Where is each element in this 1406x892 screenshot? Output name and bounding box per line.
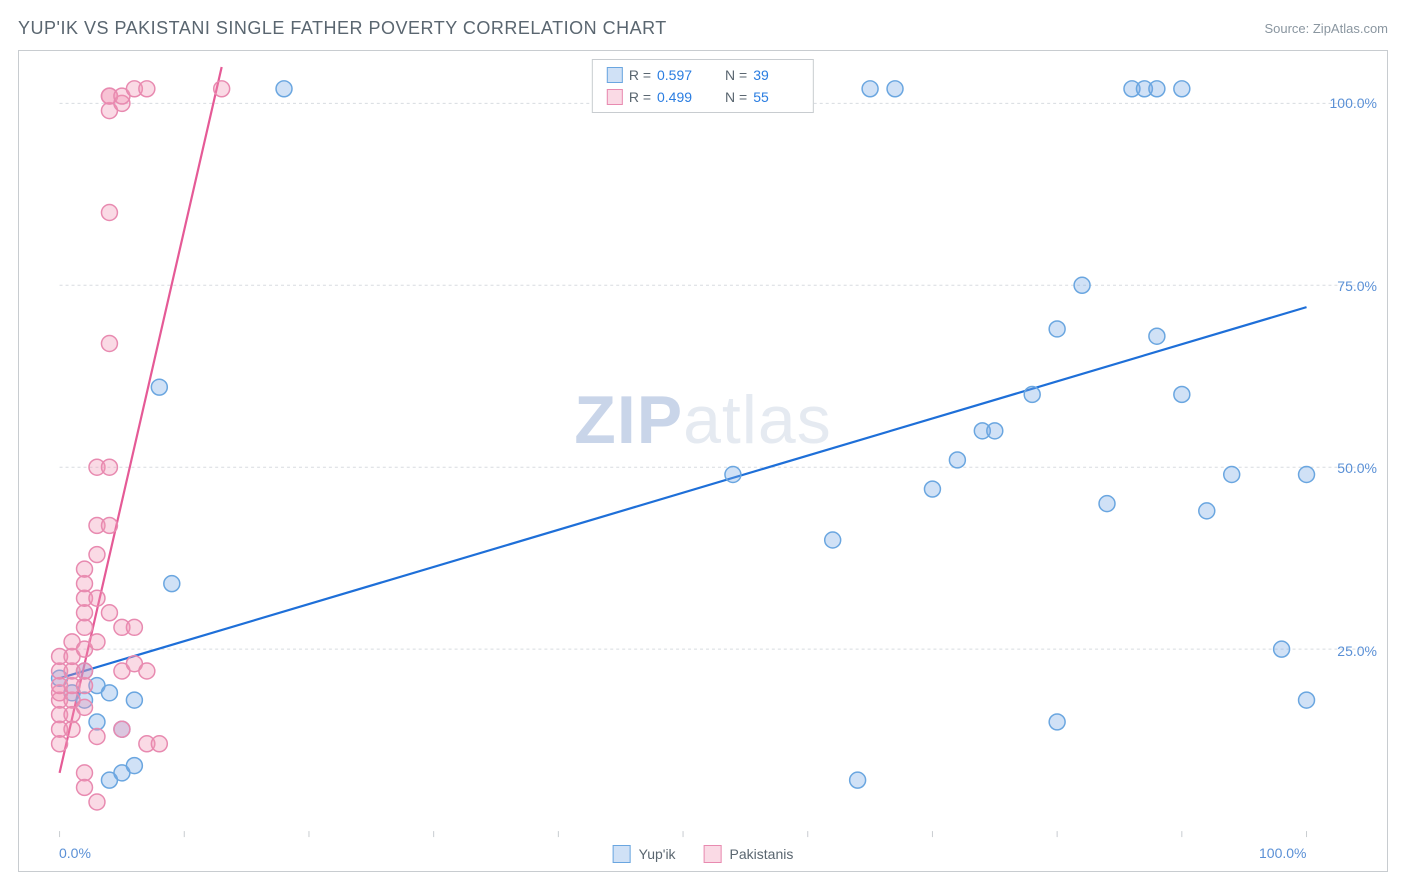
legend-swatch — [607, 89, 623, 105]
legend-series: Yup'ik Pakistanis — [613, 845, 794, 863]
legend-series-label: Pakistanis — [730, 846, 794, 862]
legend-swatch — [607, 67, 623, 83]
legend-correlation-row: R = 0.499 N = 55 — [607, 86, 799, 108]
legend-correlation-row: R = 0.597 N = 39 — [607, 64, 799, 86]
legend-n-value: 39 — [753, 64, 799, 86]
x-tick-label: 100.0% — [1259, 845, 1306, 861]
legend-correlation: R = 0.597 N = 39 R = 0.499 N = 55 — [592, 59, 814, 113]
legend-swatch — [613, 845, 631, 863]
y-tick-label: 75.0% — [1337, 278, 1377, 294]
y-tick-label: 50.0% — [1337, 460, 1377, 476]
legend-r-value: 0.499 — [657, 86, 703, 108]
legend-r-value: 0.597 — [657, 64, 703, 86]
y-tick-label: 100.0% — [1330, 95, 1377, 111]
chart-title: YUP'IK VS PAKISTANI SINGLE FATHER POVERT… — [18, 18, 667, 39]
chart-container: Single Father Poverty ZIPatlas R = 0.597… — [18, 50, 1388, 872]
legend-series-item: Pakistanis — [704, 845, 794, 863]
legend-swatch — [704, 845, 722, 863]
legend-n-label: N = — [725, 64, 747, 86]
source-label: Source: ZipAtlas.com — [1264, 21, 1388, 36]
legend-series-label: Yup'ik — [639, 846, 676, 862]
legend-n-label: N = — [725, 86, 747, 108]
legend-n-value: 55 — [753, 86, 799, 108]
scatter-plot — [19, 51, 1387, 871]
legend-r-label: R = — [629, 64, 651, 86]
x-tick-label: 0.0% — [59, 845, 91, 861]
legend-series-item: Yup'ik — [613, 845, 676, 863]
legend-r-label: R = — [629, 86, 651, 108]
title-bar: YUP'IK VS PAKISTANI SINGLE FATHER POVERT… — [18, 18, 1388, 39]
y-tick-label: 25.0% — [1337, 643, 1377, 659]
